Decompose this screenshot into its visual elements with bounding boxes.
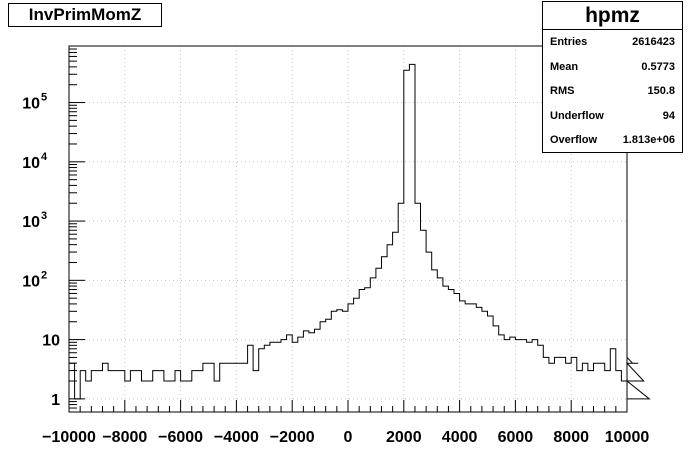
histogram-title: InvPrimMomZ bbox=[8, 3, 162, 27]
y-tick-label: 10 bbox=[22, 155, 40, 172]
stats-value: 2616423 bbox=[632, 36, 675, 48]
x-tick-label: −10000 bbox=[42, 429, 96, 446]
x-tick-label: 10000 bbox=[605, 429, 650, 446]
y-tick-exponent: 5 bbox=[41, 92, 47, 104]
stats-row-mean: Mean 0.5773 bbox=[543, 55, 682, 80]
stats-box: hpmz Entries 2616423 Mean 0.5773 RMS 150… bbox=[542, 1, 683, 153]
histogram-line bbox=[69, 63, 651, 412]
stats-row-overflow: Overflow 1.813e+06 bbox=[543, 128, 682, 153]
y-tick-label: 10 bbox=[42, 333, 60, 350]
stats-label: Entries bbox=[550, 36, 588, 48]
stats-value: 1.813e+06 bbox=[622, 134, 675, 146]
stats-label: Overflow bbox=[550, 134, 598, 146]
y-tick-exponent: 3 bbox=[41, 210, 47, 222]
y-tick-exponent: 4 bbox=[41, 151, 48, 163]
stats-label: RMS bbox=[550, 85, 575, 97]
x-tick-label: 4000 bbox=[442, 429, 478, 446]
stats-value: 150.8 bbox=[647, 85, 675, 97]
stats-row-underflow: Underflow 94 bbox=[543, 104, 682, 129]
x-tick-label: 6000 bbox=[498, 429, 534, 446]
stats-label: Mean bbox=[550, 60, 579, 73]
stats-row-rms: RMS 150.8 bbox=[543, 79, 682, 104]
stats-value: 94 bbox=[662, 109, 675, 122]
y-tick-label: 1 bbox=[51, 392, 60, 409]
x-tick-label: 0 bbox=[344, 429, 353, 446]
stats-value: 0.5773 bbox=[641, 60, 675, 73]
stats-label: Underflow bbox=[550, 109, 604, 122]
x-tick-label: −8000 bbox=[102, 429, 147, 446]
y-tick-label: 10 bbox=[22, 214, 40, 231]
y-tick-label: 10 bbox=[22, 273, 40, 290]
y-tick-label: 10 bbox=[22, 96, 40, 113]
x-axis: −10000 −8000 −6000 −4000 −2000 0 2000 4000 6000 8… bbox=[42, 400, 649, 446]
x-tick-label: 8000 bbox=[553, 429, 589, 446]
x-tick-label: −2000 bbox=[270, 429, 315, 446]
x-tick-label: −6000 bbox=[158, 429, 203, 446]
stats-name: hpmz bbox=[543, 2, 682, 30]
stats-row-entries: Entries 2616423 bbox=[543, 30, 682, 55]
y-tick-exponent: 2 bbox=[41, 269, 47, 281]
x-tick-label: 2000 bbox=[386, 429, 422, 446]
x-tick-label: −4000 bbox=[214, 429, 259, 446]
